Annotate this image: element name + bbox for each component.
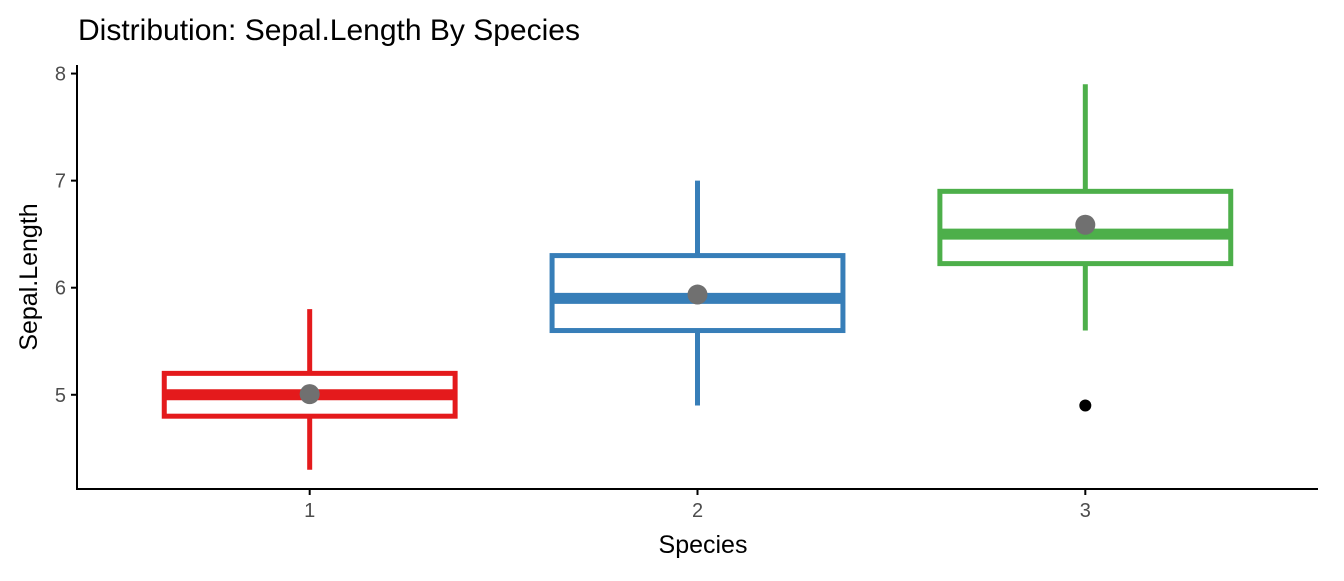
x-tick-label: 2	[692, 500, 703, 522]
x-axis-label: Species	[659, 531, 748, 559]
mean-point	[1075, 214, 1096, 235]
y-axis-label: Sepal.Length	[15, 203, 43, 350]
y-tick-label: 6	[55, 278, 66, 300]
y-tick-label: 7	[55, 171, 66, 193]
y-tick-label: 5	[55, 385, 66, 407]
box-group-1	[161, 309, 458, 470]
mean-point	[299, 384, 320, 405]
x-tick-label: 1	[304, 500, 315, 522]
y-tick-label: 8	[55, 64, 66, 86]
chart-title: Distribution: Sepal.Length By Species	[78, 14, 580, 47]
x-tick-label: 3	[1080, 500, 1091, 522]
mean-point	[687, 284, 708, 305]
box-group-3	[937, 84, 1234, 412]
box-group-2	[549, 180, 846, 406]
outlier-point	[1079, 399, 1092, 412]
